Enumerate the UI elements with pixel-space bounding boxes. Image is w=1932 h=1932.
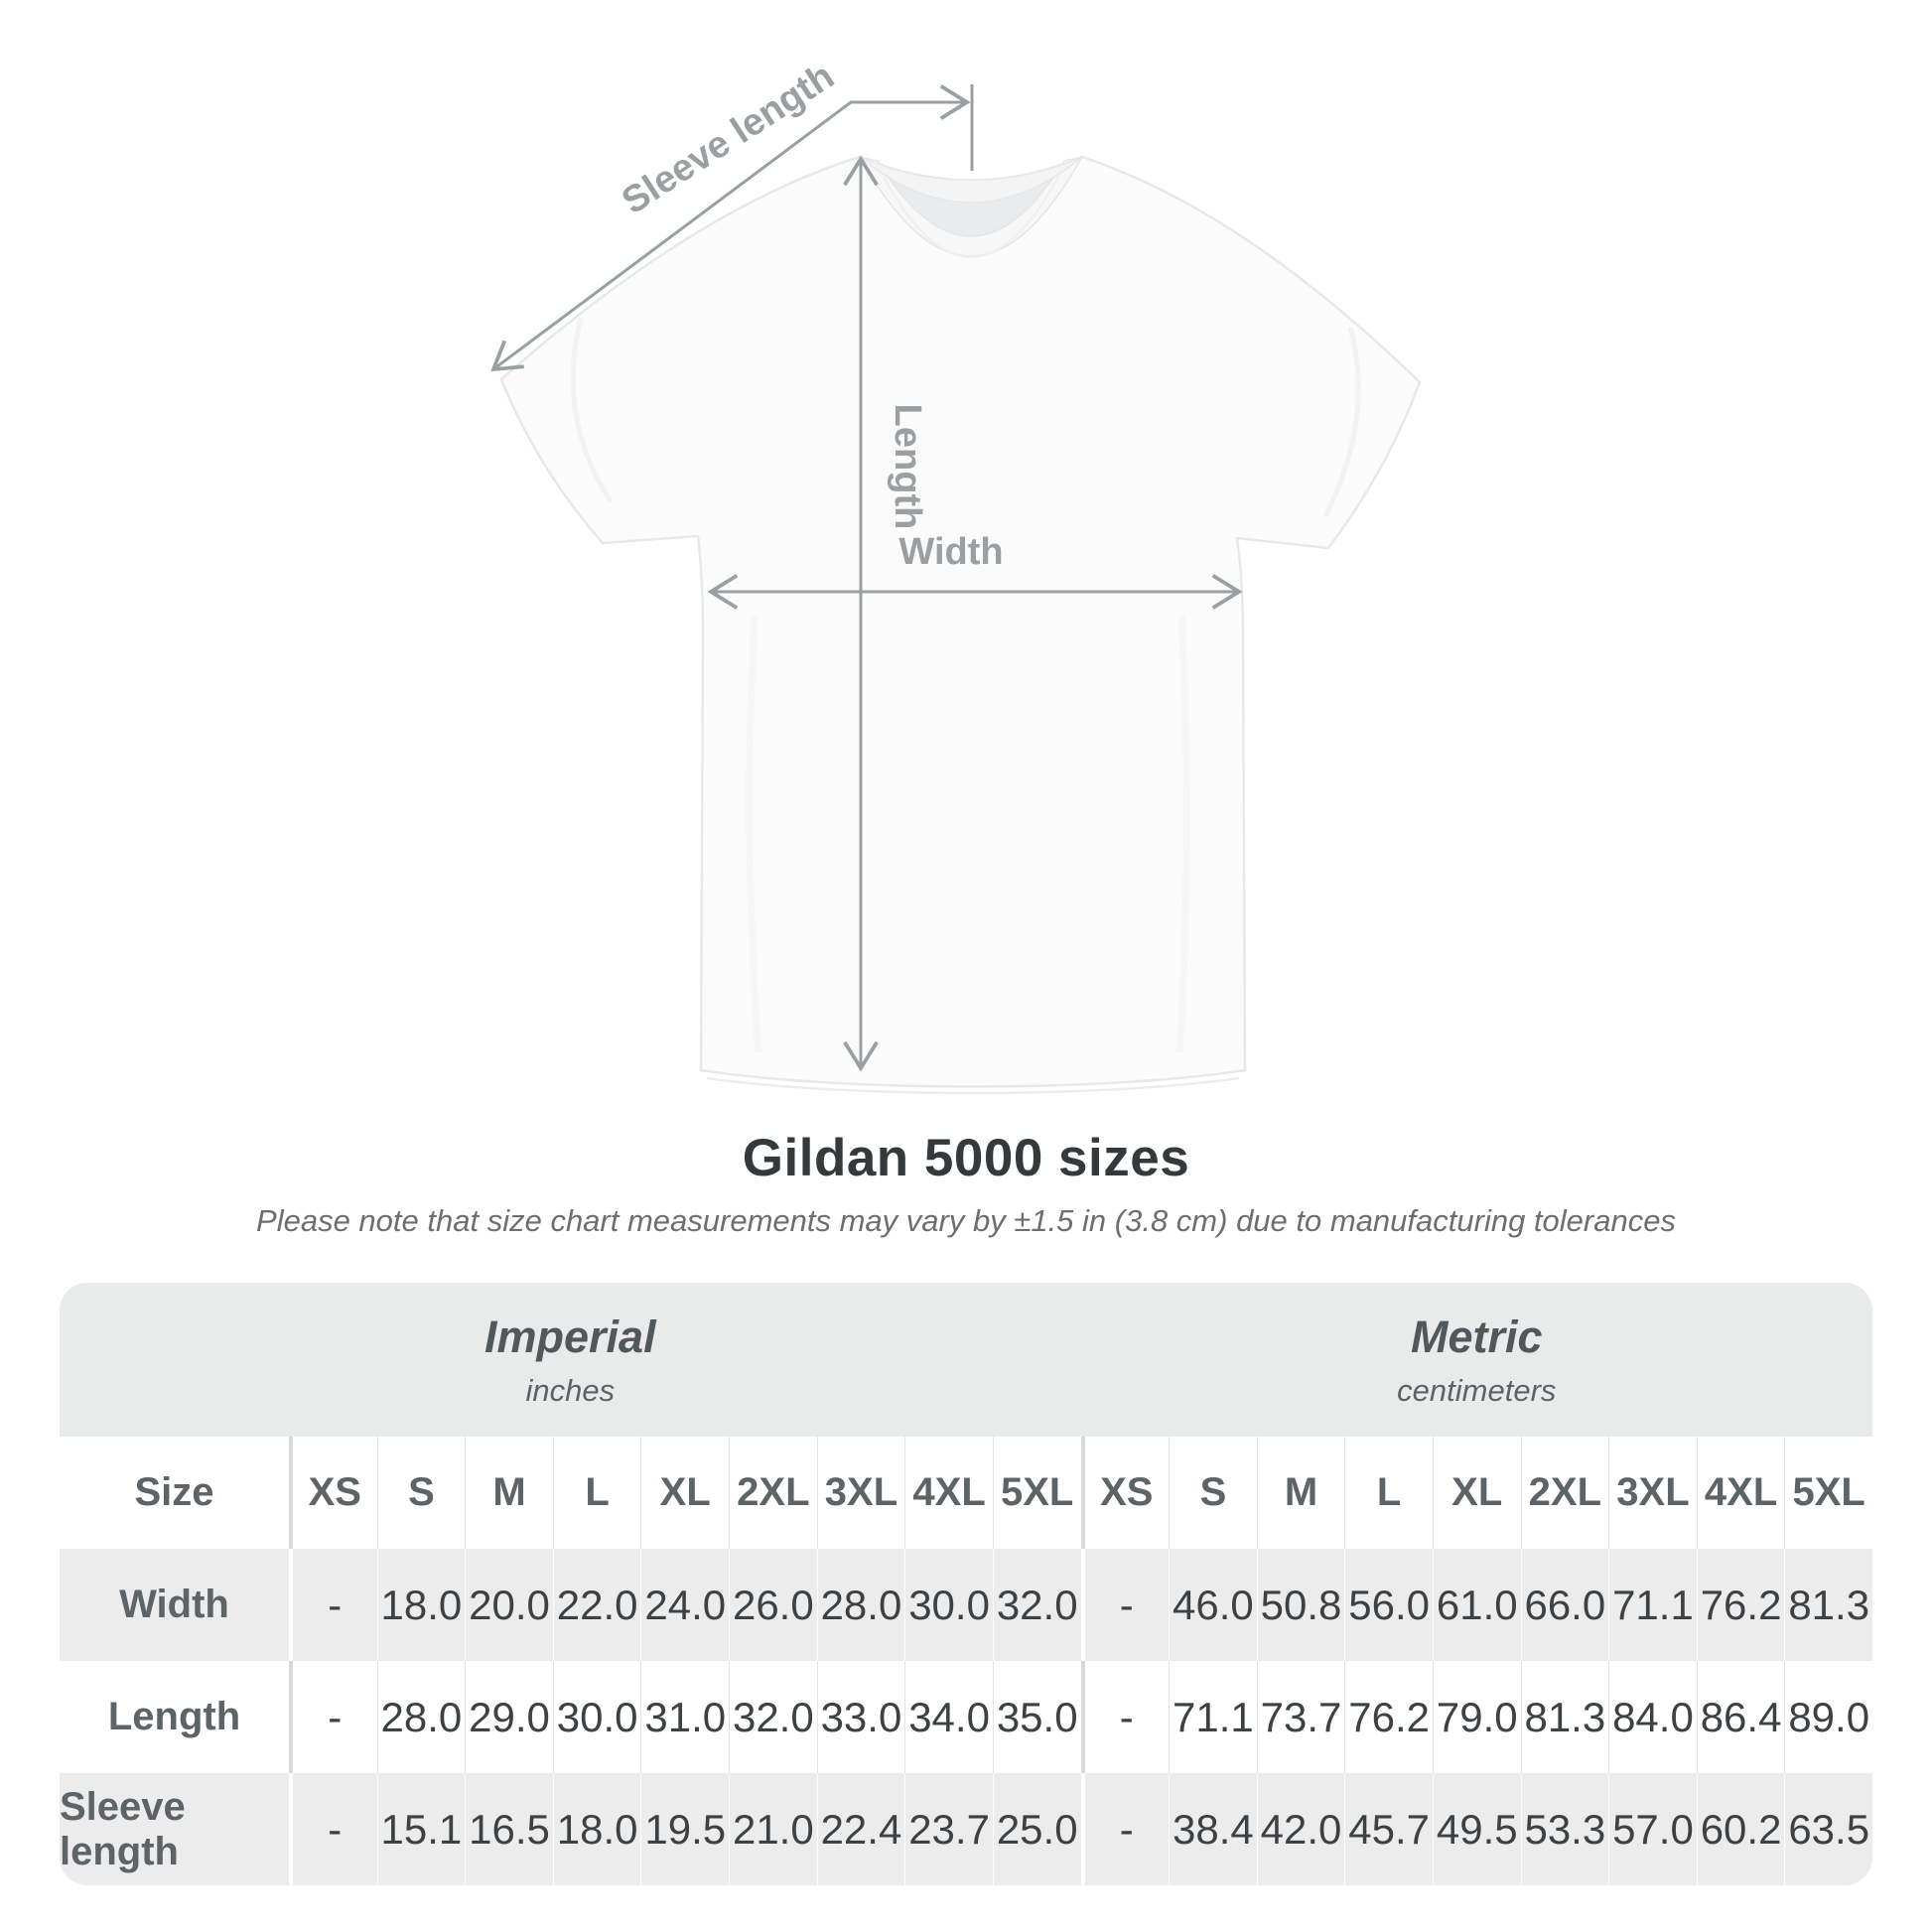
measure-cell: 84.0 bbox=[1608, 1661, 1697, 1773]
imperial-header: Imperial inches bbox=[60, 1283, 1081, 1437]
size-col-header-metric-M: M bbox=[1256, 1437, 1345, 1549]
measure-cell: 71.1 bbox=[1608, 1549, 1697, 1661]
tshirt bbox=[499, 155, 1422, 1095]
measure-cell: 24.0 bbox=[640, 1549, 730, 1661]
dimension-lines bbox=[490, 84, 1243, 1072]
metric-header: Metric centimeters bbox=[1081, 1283, 1872, 1437]
measure-cell: 79.0 bbox=[1432, 1661, 1521, 1773]
measure-cell: 20.0 bbox=[465, 1549, 553, 1661]
measure-cell: 86.4 bbox=[1696, 1661, 1785, 1773]
measure-cell: 60.2 bbox=[1696, 1773, 1785, 1885]
measure-cell: 61.0 bbox=[1432, 1549, 1521, 1661]
measure-cell: 25.0 bbox=[992, 1773, 1081, 1885]
metric-title: Metric bbox=[1411, 1311, 1543, 1362]
size-col-header-imperial-M: M bbox=[465, 1437, 553, 1549]
page-title: Gildan 5000 sizes bbox=[742, 1129, 1190, 1187]
width-label: Width bbox=[898, 531, 1003, 573]
size-col-header-imperial-XL: XL bbox=[640, 1437, 730, 1549]
measure-cell: 19.5 bbox=[640, 1773, 730, 1885]
measure-cell: 49.5 bbox=[1432, 1773, 1521, 1885]
fabric-fold bbox=[746, 615, 762, 1053]
measure-cell: 33.0 bbox=[816, 1661, 905, 1773]
measure-cell: 32.0 bbox=[992, 1549, 1081, 1661]
size-col-header-metric-S: S bbox=[1169, 1437, 1257, 1549]
size-col-header-metric-2XL: 2XL bbox=[1520, 1437, 1609, 1549]
measure-cell: 30.0 bbox=[904, 1549, 993, 1661]
sleeve-length-arrow bbox=[490, 84, 971, 372]
size-col-header-imperial-3XL: 3XL bbox=[816, 1437, 905, 1549]
measure-cell: - bbox=[1080, 1773, 1170, 1885]
size-col-header-metric-XL: XL bbox=[1432, 1437, 1521, 1549]
measure-cell: 73.7 bbox=[1256, 1661, 1345, 1773]
measure-cell: - bbox=[1080, 1549, 1170, 1661]
measure-cell: 32.0 bbox=[729, 1661, 817, 1773]
measure-cell: 15.1 bbox=[376, 1773, 466, 1885]
unit-header: Imperial inches Metric centimeters bbox=[60, 1283, 1872, 1437]
measure-cell: 35.0 bbox=[992, 1661, 1081, 1773]
measure-cell: 34.0 bbox=[904, 1661, 993, 1773]
measure-cell: 63.5 bbox=[1784, 1773, 1872, 1885]
size-col-header-imperial-2XL: 2XL bbox=[729, 1437, 817, 1549]
size-col-header-imperial-XS: XS bbox=[289, 1437, 377, 1549]
tolerance-note: Please note that size chart measurements… bbox=[256, 1203, 1676, 1238]
measure-cell: 57.0 bbox=[1608, 1773, 1697, 1885]
size-col-header-imperial-L: L bbox=[552, 1437, 641, 1549]
measure-cell: 89.0 bbox=[1784, 1661, 1872, 1773]
measure-cell: 18.0 bbox=[552, 1773, 641, 1885]
measure-cell: 53.3 bbox=[1520, 1773, 1609, 1885]
size-col-header-imperial-4XL: 4XL bbox=[904, 1437, 993, 1549]
measure-cell: 26.0 bbox=[729, 1549, 817, 1661]
measure-cell: 23.7 bbox=[904, 1773, 993, 1885]
measure-cell: 81.3 bbox=[1520, 1661, 1609, 1773]
size-column-header: Size bbox=[60, 1437, 289, 1549]
measure-cell: - bbox=[289, 1773, 377, 1885]
measure-cell: 31.0 bbox=[640, 1661, 730, 1773]
measure-cell: 66.0 bbox=[1520, 1549, 1609, 1661]
measure-cell: 18.0 bbox=[376, 1549, 466, 1661]
size-col-header-metric-XS: XS bbox=[1080, 1437, 1170, 1549]
imperial-unit: inches bbox=[525, 1372, 616, 1408]
imperial-title: Imperial bbox=[484, 1311, 656, 1362]
measure-cell: 56.0 bbox=[1344, 1549, 1433, 1661]
tshirt-measurement-diagram: Sleeve length Length Width bbox=[490, 56, 1422, 1095]
fabric-fold bbox=[1175, 615, 1191, 1053]
tshirt-outline bbox=[499, 155, 1422, 1088]
measure-cell: 45.7 bbox=[1344, 1773, 1433, 1885]
measure-cell: 81.3 bbox=[1784, 1549, 1872, 1661]
fabric-fold bbox=[1322, 327, 1361, 518]
measure-cell: 29.0 bbox=[465, 1661, 553, 1773]
measure-cell: 28.0 bbox=[376, 1661, 466, 1773]
measure-cell: 46.0 bbox=[1169, 1549, 1257, 1661]
measure-cell: - bbox=[1080, 1661, 1170, 1773]
measure-cell: 71.1 bbox=[1169, 1661, 1257, 1773]
row-label: Sleeve length bbox=[60, 1773, 289, 1885]
measure-cell: - bbox=[289, 1549, 377, 1661]
measure-cell: 76.2 bbox=[1696, 1549, 1785, 1661]
measure-cell: 30.0 bbox=[552, 1661, 641, 1773]
row-label: Width bbox=[60, 1549, 289, 1661]
metric-unit: centimeters bbox=[1397, 1372, 1557, 1408]
measure-cell: - bbox=[289, 1661, 377, 1773]
measure-cell: 50.8 bbox=[1256, 1549, 1345, 1661]
measure-cell: 21.0 bbox=[729, 1773, 817, 1885]
size-table: Imperial inches Metric centimeters Size X… bbox=[60, 1283, 1872, 1885]
size-col-header-metric-5XL: 5XL bbox=[1784, 1437, 1872, 1549]
measure-cell: 38.4 bbox=[1169, 1773, 1257, 1885]
measure-cell: 16.5 bbox=[465, 1773, 553, 1885]
measure-cell: 28.0 bbox=[816, 1549, 905, 1661]
bottom-hem-seam bbox=[706, 1076, 1240, 1095]
measure-cell: 22.0 bbox=[552, 1549, 641, 1661]
size-table-grid: Size XS S M L XL 2XL 3XL 4XL 5XL XS S M L XL 2XL 3XL 4XL 5… bbox=[60, 1437, 1872, 1885]
measure-cell: 22.4 bbox=[816, 1773, 905, 1885]
size-col-header-metric-4XL: 4XL bbox=[1696, 1437, 1785, 1549]
size-col-header-imperial-S: S bbox=[376, 1437, 466, 1549]
length-label: Length bbox=[887, 404, 928, 530]
row-label: Length bbox=[60, 1661, 289, 1773]
measure-cell: 42.0 bbox=[1256, 1773, 1345, 1885]
size-col-header-imperial-5XL: 5XL bbox=[992, 1437, 1081, 1549]
measure-cell: 76.2 bbox=[1344, 1661, 1433, 1773]
size-col-header-metric-3XL: 3XL bbox=[1608, 1437, 1697, 1549]
size-col-header-metric-L: L bbox=[1344, 1437, 1433, 1549]
